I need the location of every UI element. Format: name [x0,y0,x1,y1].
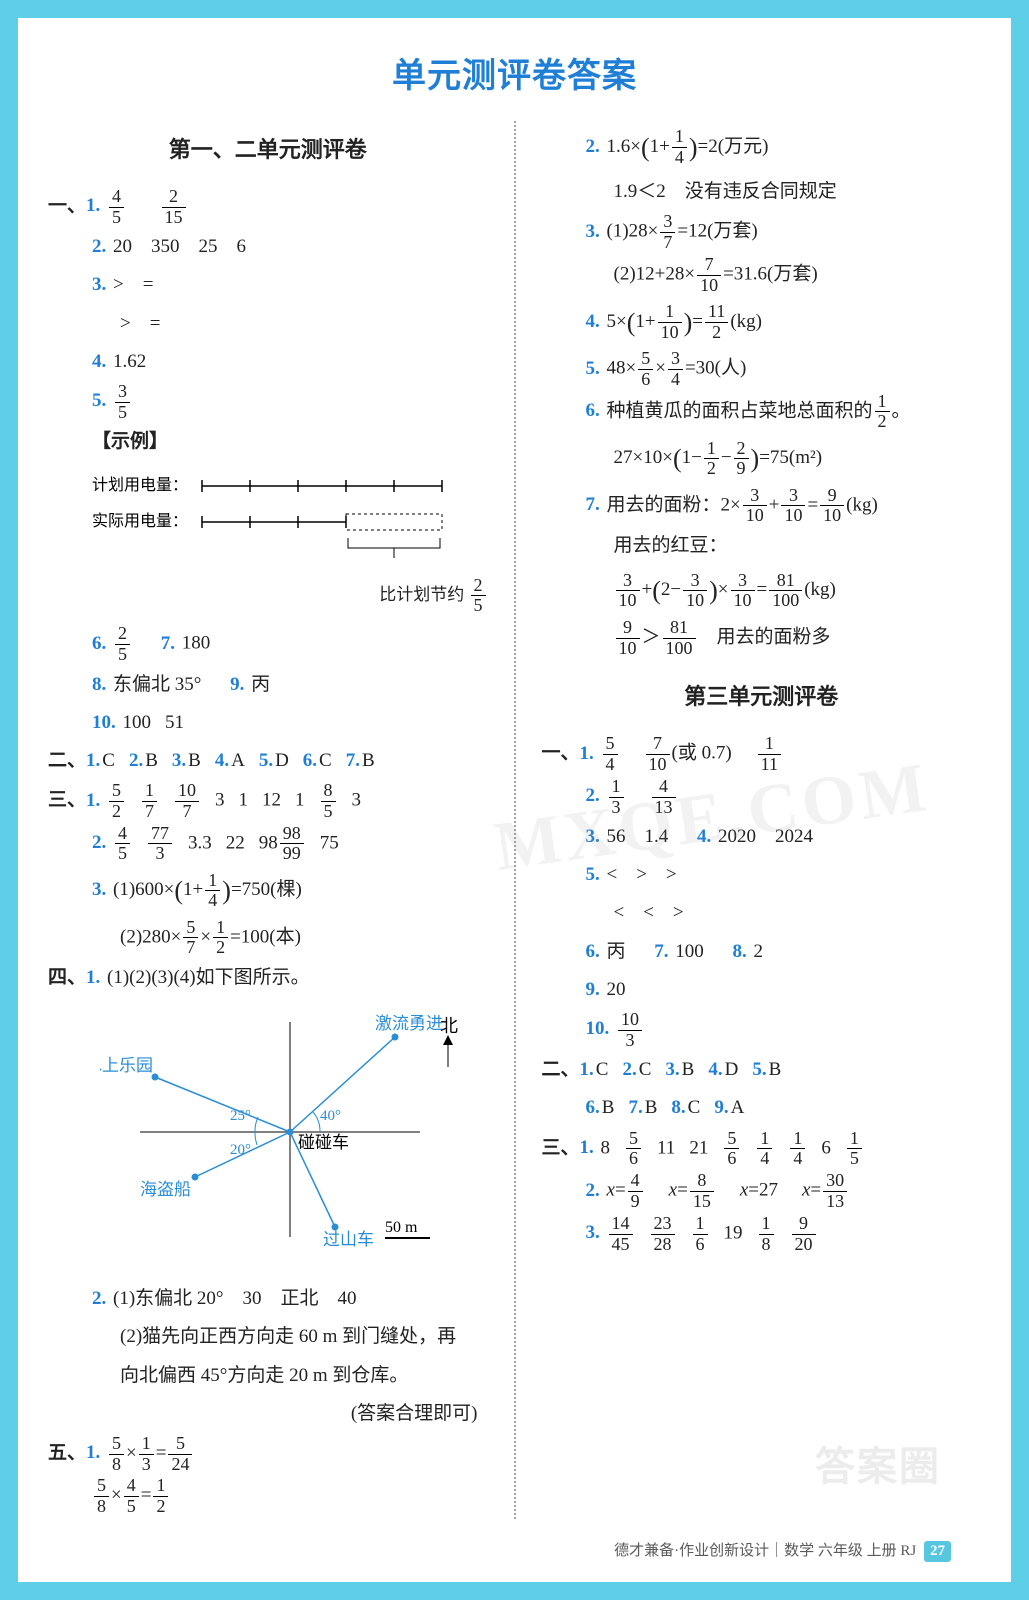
right-column: 2. 1.6×(1+14)=2(万元) 1.9＜2 没有违反合同规定 3. (1… [542,121,982,1519]
svg-text:碰碰车: 碰碰车 [298,1133,349,1152]
page-number: 27 [924,1541,951,1562]
plan-label: 计划用电量： [92,476,188,494]
svg-text:25°: 25° [230,1108,251,1124]
electricity-diagram: 计划用电量： 实际用电量： [92,468,488,616]
t3-sec2-r1: 二、1.C2.C3.B4.D5.B [542,1052,982,1088]
test3-title: 第三单元测评卷 [542,676,982,718]
page: 单元测评卷答案 第一、二单元测评卷 一、1. 45 215 2. 20 350 … [0,0,1029,1600]
r-q6b: 27×10×(1−12−29)=75(m²) [542,434,982,483]
t3-s1-q10: 10. 103 [542,1010,982,1051]
svg-text:水上乐园: 水上乐园 [100,1056,153,1075]
svg-text:40°: 40° [320,1108,341,1124]
t3-s1-q5b: < < > [542,895,982,931]
r-q7: 7. 用去的面粉：2×310+310=910(kg) [542,486,982,527]
sec5-q1b: 58×45=12 [48,1476,488,1517]
columns: 第一、二单元测评卷 一、1. 45 215 2. 20 350 25 6 3. … [48,121,981,1519]
r-q7-l2: 用去的红豆： [542,528,982,564]
sec3-q3a: 3. (1)600×(1+14)=750(棵) [48,866,488,915]
frac: 25 [471,576,486,617]
compass-diagram: 北激流勇进水上乐园海盗船过山车碰碰车25°20°40°50 m [92,1002,488,1275]
svg-text:激流勇进: 激流勇进 [375,1014,443,1033]
sec1-q5: 5. 35 [48,382,488,423]
t3-sec3-q3: 3. 14452328161918920 [542,1214,982,1255]
sec3-q1: 三、1. 521710731121853 [48,781,488,822]
sec1-q2: 2. 20 350 25 6 [48,229,488,265]
saving-text: 比计划节约 25 [92,576,488,617]
r-q5: 5. 48×56×34=30(人) [542,349,982,390]
t3-s1-q5a: 5. < > > [542,857,982,893]
sec1-q4: 4. 1.62 [48,344,488,380]
sec5-q1a: 五、1. 58×13=524 [48,1434,488,1475]
sec3-q2: 2. 457733.32298989975 [48,824,488,865]
sec4-q2c: 向北偏西 45°方向走 20 m 到仓库。 [48,1358,488,1394]
sec1-q3a: 3. > = [48,267,488,303]
svg-text:50 m: 50 m [385,1219,418,1236]
sec1-q1: 一、1. 45 215 [48,187,488,228]
page-title: 单元测评卷答案 [48,48,981,97]
sec1-label: 一、 [48,195,86,216]
sec1-q10: 10. 10051 [48,705,488,741]
svg-text:20°: 20° [230,1142,251,1158]
r-q2: 2. 1.6×(1+14)=2(万元) [542,123,982,172]
sec1-q8q9: 8. 东偏北 35° 9. 丙 [48,667,488,703]
sec2: 二、1.C2.B3.B4.A5.D6.C7.B [48,743,488,779]
r-q3a: 3. (1)28×37=12(万套) [542,212,982,253]
actual-label: 实际用电量： [92,512,188,530]
sec1-q6q7: 6. 25 7. 180 [48,624,488,665]
t3-s1-q9: 9. 20 [542,972,982,1008]
sec4-q1: 四、1. (1)(2)(3)(4)如下图所示。 [48,960,488,996]
left-column: 第一、二单元测评卷 一、1. 45 215 2. 20 350 25 6 3. … [48,121,488,1519]
t3-s1-q1: 一、1. 54710(或 0.7)111 [542,734,982,775]
t3-s1-q3q4: 3. 56 1.4 4. 2020 2024 [542,819,982,855]
compass-svg: 北激流勇进水上乐园海盗船过山车碰碰车25°20°40°50 m [100,1002,480,1262]
t3-sec3-q2: 2. x=49x=815x=27x=3013 [542,1171,982,1212]
frac: 35 [115,382,130,423]
r-q6: 6. 种植黄瓜的面积占菜地总面积的12。 [542,392,982,433]
footer: 德才兼备·作业创新设计｜数学 六年级 上册 RJ 27 [614,1539,951,1562]
t3-sec2-r2: 6.B7.B8.C9.A [542,1090,982,1126]
sec1-q3b: > = [48,306,488,342]
r-q7c: 910＞81100 用去的面粉多 [542,618,982,659]
t3-sec3-q1: 三、1. 8561121561414615 [542,1129,982,1170]
frac: 45 [109,187,124,228]
sec4-q2d: (答案合理即可) [48,1396,488,1432]
r-q2b: 1.9＜2 没有违反合同规定 [542,174,982,210]
r-q3b: (2)12+28×710=31.6(万套) [542,255,982,296]
frac: 215 [162,187,186,228]
t3-s1-q678: 6. 丙 7. 100 8. 2 [542,934,982,970]
t3-s1-q2: 2. 13413 [542,777,982,818]
svg-text:海盗船: 海盗船 [140,1180,191,1199]
r-q7b: 310+(2−310)×310=81100(kg) [542,566,982,615]
column-divider [514,121,516,1519]
frac: 25 [115,624,130,665]
r-q4: 4. 5×(1+110)=112(kg) [542,298,982,347]
sec3-q3b: (2)280×57×12=100(本) [48,918,488,959]
sec4-q2b: (2)猫先向正西方向走 60 m 到门缝处，再 [48,1319,488,1355]
test1-title: 第一、二单元测评卷 [48,129,488,171]
svg-text:过山车: 过山车 [323,1230,374,1249]
diagram-svg: 计划用电量： 实际用电量： [92,468,452,578]
example-label: 【示例】 [48,424,488,460]
sec4-q2a: 2. (1)东偏北 20° 30 正北 40 [48,1281,488,1317]
